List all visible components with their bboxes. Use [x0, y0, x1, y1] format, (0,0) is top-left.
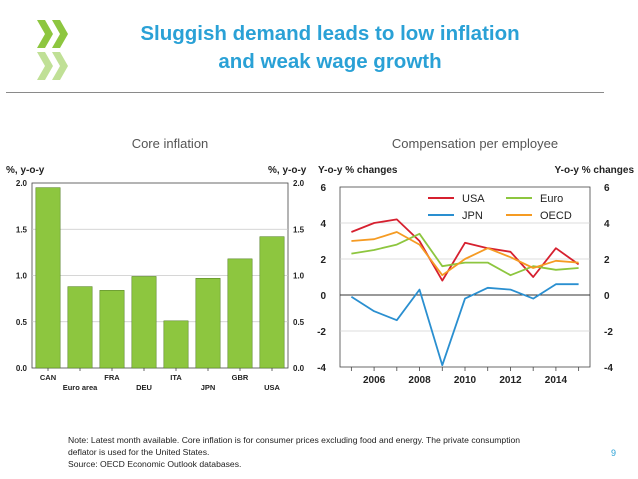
line-x-tick-label: 2012 — [499, 375, 522, 386]
legend-label-jpn: JPN — [462, 210, 483, 222]
line-y-tick-label-left: 6 — [320, 183, 326, 194]
bar-x-tick-label: GBR — [232, 373, 249, 382]
line-y-tick-label-left: -2 — [317, 327, 326, 338]
bar-y-tick-label-right: 1.5 — [293, 225, 305, 234]
bar-y-tick-label-left: 0.0 — [16, 364, 28, 373]
bar-y-tick-label-left: 0.5 — [16, 318, 28, 327]
bar-deu — [131, 276, 157, 369]
bar-y-tick-label-right: 2.0 — [293, 179, 305, 188]
page-number: 9 — [611, 448, 617, 458]
bar-gbr — [227, 258, 253, 369]
bar-y-tick-label-left: 1.0 — [16, 272, 28, 281]
legend-label-usa: USA — [462, 193, 485, 205]
bar-y-tick-label-right: 0.0 — [293, 364, 305, 373]
footnote: Note: Latest month available. Core infla… — [68, 434, 588, 470]
line-y-tick-label-right: -2 — [604, 327, 613, 338]
bar-x-tick-label: ITA — [170, 373, 182, 382]
logo-stripe-4 — [52, 52, 68, 80]
bar-y-tick-label-right: 0.5 — [293, 318, 305, 327]
slide-title-line-2: and weak wage growth — [218, 50, 442, 73]
bar-y-axis-label-right: %, y-o-y — [268, 165, 307, 176]
series-line-jpn — [350, 283, 579, 367]
line-x-tick-label: 2014 — [545, 375, 568, 386]
oecd-logo — [36, 20, 70, 84]
footnote-line-2: deflator is used for the United States. — [68, 447, 210, 457]
bar-jpn — [195, 278, 221, 369]
line-y-axis-label-left: Y-o-y % changes — [318, 165, 398, 176]
line-y-tick-label-left: -4 — [317, 363, 326, 374]
series-line-euro — [351, 232, 579, 277]
line-y-tick-label-right: -4 — [604, 363, 613, 374]
line-y-tick-label-right: 6 — [604, 183, 610, 194]
bar-y-tick-label-right: 1.0 — [293, 272, 305, 281]
slide-title-line-1: Sluggish demand leads to low inflation — [140, 22, 520, 45]
bar-y-tick-label-left: 1.5 — [16, 225, 28, 234]
slide-title: Sluggish demand leads to low inflation a… — [95, 20, 565, 76]
line-chart-title: Compensation per employee — [392, 136, 558, 151]
logo-stripe-1 — [37, 20, 53, 48]
bar-x-tick-label: FRA — [104, 373, 120, 382]
legend-label-euro: Euro — [540, 193, 563, 205]
line-x-tick-label: 2006 — [363, 375, 386, 386]
series-line-usa — [351, 218, 580, 282]
charts-canvas: Core inflation %, y-o-y %, y-o-y 0.0 0.0 0.5 0… — [6, 136, 635, 392]
bar-usa — [259, 236, 285, 369]
logo-stripe-3 — [37, 52, 53, 80]
bar-x-tick-label: CAN — [40, 373, 56, 382]
line-y-tick-label-right: 0 — [604, 291, 610, 302]
bar-ita — [163, 320, 189, 369]
bar-can — [35, 187, 61, 369]
logo-stripe-2 — [52, 20, 68, 48]
legend-label-oecd: OECD — [540, 210, 572, 222]
bar-y-tick-label-left: 2.0 — [16, 179, 28, 188]
bar-fra — [99, 290, 125, 369]
line-y-tick-label-right: 2 — [604, 255, 610, 266]
line-x-tick-label: 2008 — [408, 375, 431, 386]
line-y-tick-label-right: 4 — [604, 219, 610, 230]
title-divider — [6, 92, 604, 93]
footnote-line-1: Note: Latest month available. Core infla… — [68, 435, 521, 445]
bar-x-tick-label: Euro area — [63, 383, 98, 392]
footnote-source: Source: OECD Economic Outlook databases. — [68, 459, 242, 469]
bar-x-tick-label: DEU — [136, 383, 152, 392]
bar-euro-area — [67, 286, 93, 369]
bar-chart-title: Core inflation — [132, 136, 209, 151]
bar-x-tick-label: USA — [264, 383, 280, 392]
bar-x-tick-label: JPN — [201, 383, 216, 392]
line-y-tick-label-left: 4 — [320, 219, 326, 230]
line-y-axis-label-right: Y-o-y % changes — [555, 165, 635, 176]
line-y-tick-label-left: 0 — [320, 291, 326, 302]
series-line-oecd — [351, 231, 579, 277]
line-x-tick-label: 2010 — [454, 375, 477, 386]
bar-y-axis-label-left: %, y-o-y — [6, 165, 45, 176]
line-y-tick-label-left: 2 — [320, 255, 326, 266]
